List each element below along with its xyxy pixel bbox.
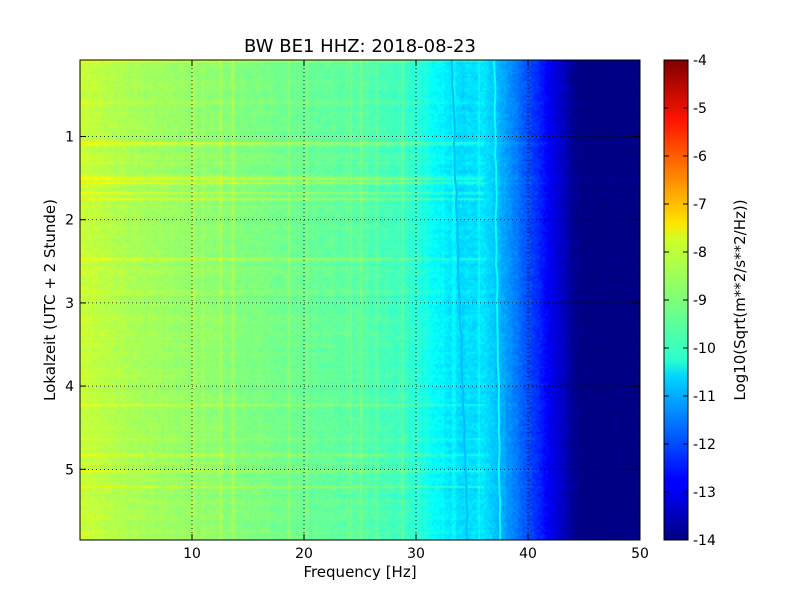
y-axis-label: Lokalzeit (UTC + 2 Stunde)	[41, 199, 59, 401]
spectral-line-2	[493, 60, 502, 540]
y-tick-label: 2	[65, 213, 74, 229]
plot-frame	[79, 59, 641, 541]
colorbar-ticks: -4 -5 -6 -7 -8 -9 -10 -11 -12 -13 -14	[664, 53, 716, 549]
y-tick-label: 3	[65, 296, 74, 312]
x-tick-label: 20	[295, 546, 313, 562]
x-axis-ticks: 10 20 30 40 50	[183, 60, 649, 562]
colorbar-tick-label: -11	[693, 389, 716, 405]
colorbar-tick-label: -6	[693, 149, 707, 165]
chart-title: BW BE1 HHZ: 2018-08-23	[244, 36, 476, 57]
colorbar-tick-label: -10	[693, 341, 716, 357]
plot-area: 10 20 30 40 50 1 2 3 4 5	[65, 59, 649, 562]
y-axis-ticks: 1 2 3 4 5	[65, 130, 640, 478]
y-tick-label: 1	[65, 130, 74, 146]
colorbar-tick-label: -14	[693, 533, 716, 549]
grid-lines	[80, 60, 640, 540]
x-tick-label: 50	[631, 546, 649, 562]
y-tick-label: 5	[65, 462, 74, 478]
colorbar-tick-label: -5	[693, 101, 707, 117]
x-axis-label: Frequency [Hz]	[303, 563, 416, 581]
spectral-lines	[450, 60, 502, 540]
spectral-line-1	[450, 60, 469, 540]
x-tick-label: 30	[407, 546, 425, 562]
colorbar-tick-label: -9	[693, 293, 707, 309]
colorbar-tick-label: -8	[693, 245, 707, 261]
y-tick-label: 4	[65, 379, 74, 395]
colorbar-tick-label: -7	[693, 197, 707, 213]
spectrogram-heatmap	[80, 60, 640, 540]
colorbar-label: Log10(Sqrt(m**2/s**2/Hz))	[731, 199, 749, 400]
colorbar-tick-label: -12	[693, 437, 716, 453]
colorbar-tick-label: -13	[693, 485, 716, 501]
x-tick-label: 40	[519, 546, 537, 562]
colorbar: -4 -5 -6 -7 -8 -9 -10 -11 -12 -13 -14 Log10(Sqrt(m…	[663, 53, 749, 549]
colorbar-tick-label: -4	[693, 53, 707, 69]
x-tick-label: 10	[183, 546, 201, 562]
